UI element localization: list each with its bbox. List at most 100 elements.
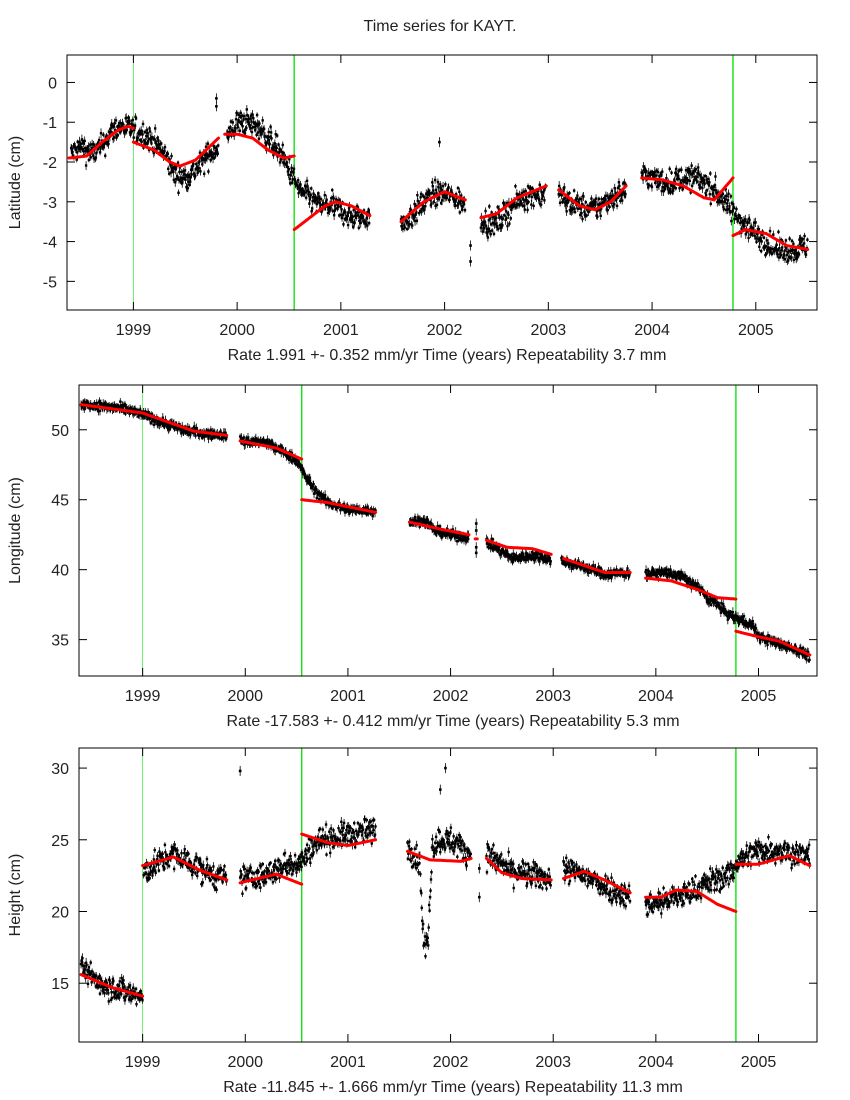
data-point [484, 224, 488, 228]
data-point [117, 406, 121, 409]
data-point [289, 182, 292, 185]
data-point [413, 515, 417, 519]
data-point [273, 444, 276, 447]
data-point [708, 193, 712, 196]
data-point [432, 189, 435, 192]
data-point [69, 146, 73, 150]
data-point [789, 249, 793, 252]
data-point [342, 223, 345, 226]
data-point [187, 426, 191, 429]
data-point [148, 127, 151, 130]
data-point [350, 218, 354, 221]
data-point [723, 200, 726, 204]
data-point [250, 130, 254, 134]
data-point [194, 434, 197, 437]
data-point [705, 178, 708, 181]
data-point [182, 169, 185, 173]
data-point [643, 167, 647, 171]
data-point [450, 189, 453, 192]
data-point [756, 232, 759, 236]
data-point [710, 187, 714, 191]
data-point [743, 224, 746, 227]
data-point [506, 553, 510, 556]
data-point [757, 228, 761, 231]
data-point [325, 198, 328, 201]
data-point [498, 545, 501, 548]
data-point [251, 113, 254, 116]
data-point [340, 216, 344, 220]
data-point [306, 189, 310, 192]
data-point [209, 428, 213, 431]
data-point [332, 214, 336, 217]
data-point [513, 558, 516, 561]
data-point [431, 185, 434, 188]
data-point [500, 226, 503, 229]
data-point [364, 506, 367, 509]
data-point [205, 152, 208, 156]
data-point [358, 511, 361, 515]
data-point [240, 122, 243, 126]
data-point [502, 201, 505, 205]
data-point [456, 534, 459, 538]
x-tick-label: 2005 [738, 322, 774, 339]
data-point [285, 161, 289, 164]
data-point [520, 202, 523, 205]
data-point [740, 227, 743, 230]
data-point [724, 198, 727, 201]
data-point [610, 189, 614, 193]
data-point [674, 187, 677, 190]
outlier-point [469, 244, 472, 247]
data-point [214, 152, 218, 155]
data-point [184, 174, 188, 177]
data-point [543, 199, 546, 202]
data-point [260, 128, 263, 131]
data-point [92, 143, 95, 146]
data-point [778, 247, 781, 250]
data-point [321, 203, 324, 206]
data-point [213, 156, 216, 160]
data-point [574, 199, 578, 202]
data-point [206, 434, 209, 437]
data-point [481, 230, 484, 233]
data-point [593, 199, 596, 202]
data-point [295, 459, 299, 462]
data-point [414, 519, 418, 522]
data-point [776, 253, 779, 256]
data-point [199, 170, 202, 173]
data-point [343, 218, 347, 221]
data-point [796, 255, 799, 259]
data-point [83, 139, 86, 143]
data-point [163, 149, 166, 153]
data-point [226, 130, 229, 134]
data-point [622, 572, 625, 576]
data-point [307, 193, 310, 196]
data-point [432, 200, 435, 204]
data-point [561, 200, 564, 204]
data-point [123, 402, 127, 406]
data-point [584, 201, 587, 204]
data-point [695, 178, 698, 182]
data-point [655, 568, 659, 572]
data-point [529, 186, 533, 190]
data-point [132, 412, 135, 416]
data-point [413, 219, 417, 223]
data-point [161, 151, 164, 155]
data-point [268, 443, 272, 447]
data-point [194, 174, 197, 177]
data-point [597, 571, 601, 574]
data-point [237, 113, 241, 117]
data-point [296, 179, 300, 182]
data-point [755, 240, 758, 244]
data-point [455, 540, 459, 543]
data-point [274, 444, 277, 447]
data-point [759, 249, 763, 253]
data-point [244, 128, 247, 131]
data-point [169, 426, 172, 429]
data-point [538, 198, 541, 202]
data-point [650, 185, 654, 189]
data-point [532, 204, 535, 208]
data-point [259, 439, 263, 442]
data-point [119, 121, 122, 125]
data-point [564, 199, 568, 203]
data-point [294, 462, 297, 466]
